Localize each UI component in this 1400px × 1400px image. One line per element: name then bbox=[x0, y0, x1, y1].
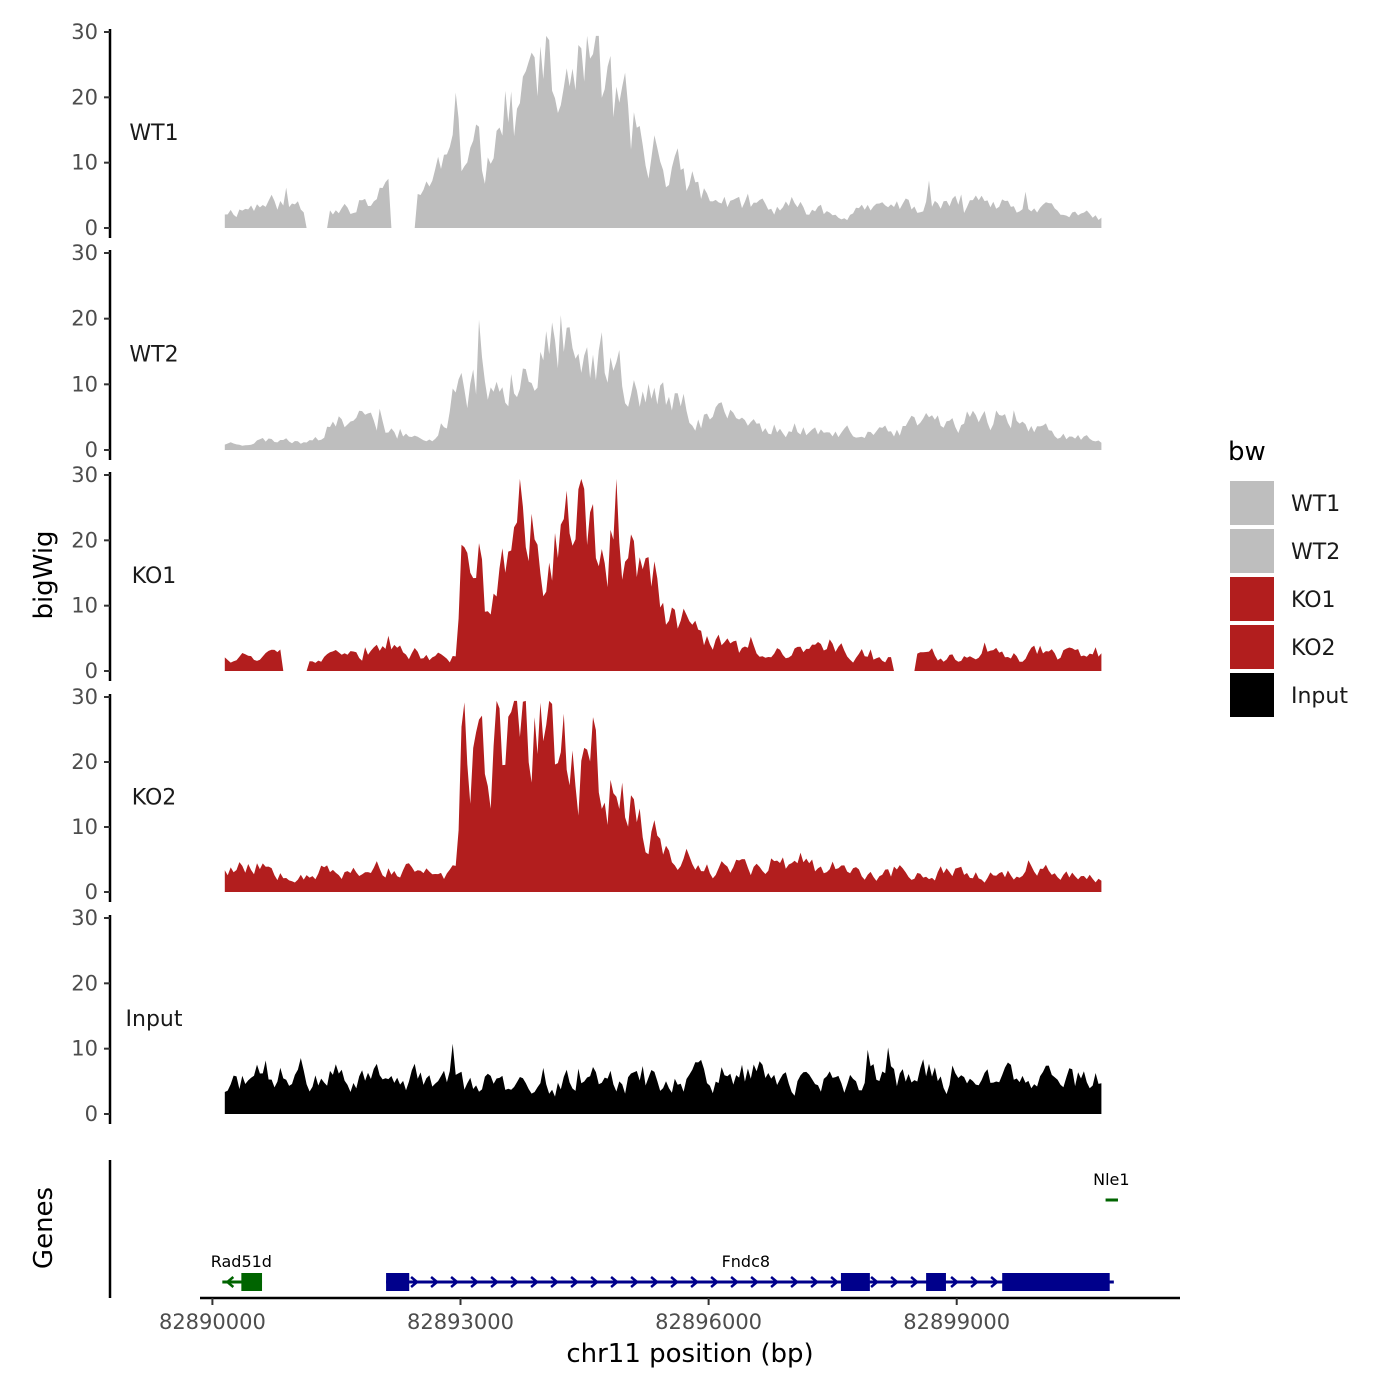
strand-arrow bbox=[970, 1276, 980, 1288]
coverage-area-wt1 bbox=[224, 35, 1102, 229]
track-wt2: 0 10 20 30 WT2 bbox=[71, 241, 1102, 462]
coverage-area-ko2 bbox=[224, 700, 1102, 892]
legend-label-ko1: KO1 bbox=[1291, 588, 1336, 613]
strand-arrow bbox=[225, 1276, 235, 1288]
exon-block bbox=[926, 1273, 946, 1291]
legend-swatch-wt2 bbox=[1230, 529, 1274, 573]
strand-arrow bbox=[590, 1276, 600, 1288]
y-tick-label: 30 bbox=[71, 20, 98, 44]
strand-arrow bbox=[870, 1276, 880, 1288]
legend-swatch-wt1 bbox=[1230, 481, 1274, 525]
y-tick-label: 30 bbox=[71, 906, 98, 930]
y-tick-label: 20 bbox=[71, 85, 98, 109]
y-tick-label: 20 bbox=[71, 307, 98, 331]
legend-swatch-ko1 bbox=[1230, 577, 1274, 621]
legend-label-ko2: KO2 bbox=[1291, 636, 1336, 661]
y-tick-label: 20 bbox=[71, 528, 98, 552]
coverage-area-wt2 bbox=[224, 315, 1102, 450]
x-tick-label: 82896000 bbox=[655, 1310, 762, 1334]
strand-arrow bbox=[830, 1276, 840, 1288]
y-tick-label: 0 bbox=[85, 880, 98, 904]
y-tick-label: 30 bbox=[71, 685, 98, 709]
track-label: WT1 bbox=[129, 121, 178, 146]
exon-block bbox=[386, 1273, 410, 1291]
strand-arrow bbox=[790, 1276, 800, 1288]
strand-arrow bbox=[570, 1276, 580, 1288]
x-axis-title: chr11 position (bp) bbox=[566, 1339, 813, 1369]
gene-label: Nle1 bbox=[1093, 1170, 1129, 1189]
y-tick-label: 30 bbox=[71, 241, 98, 265]
strand-arrow bbox=[770, 1276, 780, 1288]
coverage-area-ko1 bbox=[224, 478, 1102, 671]
strand-arrow bbox=[510, 1276, 520, 1288]
strand-arrow bbox=[650, 1276, 660, 1288]
strand-arrow bbox=[710, 1276, 720, 1288]
exon-block bbox=[1002, 1273, 1110, 1291]
legend-label-wt1: WT1 bbox=[1291, 492, 1340, 517]
y-tick-label: 0 bbox=[85, 659, 98, 683]
legend-swatch-input bbox=[1230, 673, 1274, 717]
coverage-area-input bbox=[224, 1043, 1102, 1114]
legend-title: bw bbox=[1228, 437, 1266, 467]
y-tick-label: 20 bbox=[71, 971, 98, 995]
gene-rad51d: Rad51d bbox=[211, 1252, 272, 1291]
strand-arrow bbox=[910, 1276, 920, 1288]
strand-arrow bbox=[810, 1276, 820, 1288]
x-axis: 82890000 82893000 82896000 82899000 bbox=[159, 1296, 1180, 1334]
x-tick-label: 82893000 bbox=[407, 1310, 514, 1334]
track-ko1: 0 10 20 30 KO1 bbox=[71, 463, 1102, 683]
gene-label: Rad51d bbox=[211, 1252, 272, 1271]
strand-arrow bbox=[410, 1276, 420, 1288]
track-input: 0 10 20 30 Input bbox=[71, 906, 1102, 1126]
y-tick-label: 10 bbox=[71, 372, 98, 396]
strand-arrow bbox=[530, 1276, 540, 1288]
strand-arrow bbox=[670, 1276, 680, 1288]
legend: bw WT1 WT2 KO1 KO2 Input bbox=[1228, 437, 1348, 717]
gene-nle1: Nle1 bbox=[1093, 1170, 1130, 1202]
exon-block bbox=[840, 1273, 870, 1291]
legend-swatch-ko2 bbox=[1230, 625, 1274, 669]
strand-arrow bbox=[950, 1276, 960, 1288]
y-tick-label: 0 bbox=[85, 1102, 98, 1126]
strand-arrow bbox=[690, 1276, 700, 1288]
x-tick-label: 82890000 bbox=[159, 1310, 266, 1334]
strand-arrow bbox=[430, 1276, 440, 1288]
genes-axis-title: Genes bbox=[29, 1187, 59, 1269]
track-label: WT2 bbox=[129, 342, 178, 367]
legend-label-input: Input bbox=[1291, 684, 1348, 709]
y-tick-label: 10 bbox=[71, 594, 98, 618]
strand-arrow bbox=[470, 1276, 480, 1288]
strand-arrow bbox=[990, 1276, 1000, 1288]
y-tick-label: 20 bbox=[71, 750, 98, 774]
track-label: KO2 bbox=[132, 785, 177, 810]
y-tick-label: 0 bbox=[85, 438, 98, 462]
track-label: KO1 bbox=[132, 564, 177, 589]
track-ko2: 0 10 20 30 KO2 bbox=[71, 685, 1102, 904]
y-axis-title: bigWig bbox=[29, 530, 59, 619]
track-wt1: 0 10 20 30 WT1 bbox=[71, 20, 1102, 240]
y-tick-label: 10 bbox=[71, 815, 98, 839]
y-tick-label: 10 bbox=[71, 1037, 98, 1061]
strand-arrow bbox=[630, 1276, 640, 1288]
y-tick-label: 10 bbox=[71, 151, 98, 175]
strand-arrow bbox=[730, 1276, 740, 1288]
gene-label: Fndc8 bbox=[722, 1252, 770, 1271]
strand-arrow bbox=[610, 1276, 620, 1288]
track-label: Input bbox=[126, 1007, 183, 1032]
y-tick-label: 30 bbox=[71, 463, 98, 487]
y-tick-label: 0 bbox=[85, 216, 98, 240]
strand-arrow bbox=[550, 1276, 560, 1288]
legend-label-wt2: WT2 bbox=[1291, 540, 1340, 565]
strand-arrow bbox=[490, 1276, 500, 1288]
exon-block bbox=[241, 1273, 263, 1291]
tracks-group: 0 10 20 30 WT1 0 10 20 30 WT2 0 10 20 30 KO1 0 10 20 30 KO2… bbox=[71, 20, 1102, 1126]
x-tick-label: 82899000 bbox=[903, 1310, 1010, 1334]
strand-arrow bbox=[890, 1276, 900, 1288]
genes-group: Rad51d Fndc8 Nle1 bbox=[108, 1160, 1130, 1298]
strand-arrow bbox=[750, 1276, 760, 1288]
strand-arrow bbox=[450, 1276, 460, 1288]
gene-fndc8: Fndc8 bbox=[386, 1252, 1114, 1291]
